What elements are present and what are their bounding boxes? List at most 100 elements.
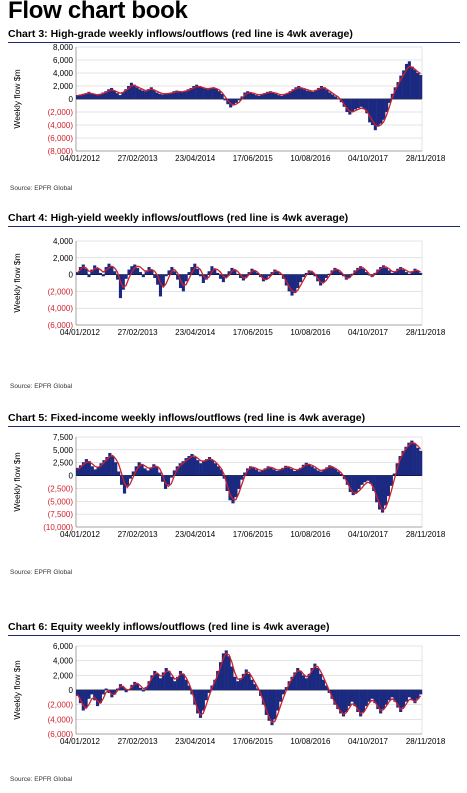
flow-bar bbox=[361, 268, 366, 275]
flow-bar bbox=[419, 690, 423, 695]
flow-bar bbox=[378, 475, 382, 510]
flow-bar bbox=[132, 84, 136, 99]
flow-bar bbox=[319, 274, 323, 286]
y-tick-label: 4,000 bbox=[53, 657, 74, 666]
flow-bar bbox=[419, 450, 423, 476]
flow-bar bbox=[231, 475, 235, 504]
flow-bar bbox=[381, 265, 386, 275]
flow-bar bbox=[128, 475, 132, 479]
flow-bar bbox=[176, 676, 180, 690]
flow-bar bbox=[169, 475, 174, 478]
flow-bar bbox=[290, 274, 294, 296]
flow-bar bbox=[305, 90, 309, 99]
flow-bar bbox=[250, 679, 254, 690]
flow-bar bbox=[118, 274, 123, 299]
flow-bar bbox=[178, 91, 182, 99]
flow-bar bbox=[87, 274, 91, 278]
flow-bar bbox=[310, 668, 314, 690]
x-tick-label: 04/10/2017 bbox=[348, 328, 389, 337]
flow-bar bbox=[236, 681, 240, 690]
flow-bar bbox=[237, 475, 241, 489]
flow-bar bbox=[260, 94, 264, 99]
flow-bar bbox=[113, 271, 117, 275]
flow-bar bbox=[399, 690, 403, 712]
flow-bar bbox=[201, 690, 205, 711]
x-tick-label: 23/04/2014 bbox=[175, 530, 216, 539]
chart3-panel: Chart 3: High-grade weekly inflows/outfl… bbox=[8, 28, 460, 176]
flow-bar bbox=[274, 93, 278, 99]
flow-bar bbox=[90, 93, 94, 99]
flow-bar bbox=[356, 267, 360, 275]
flow-bar bbox=[347, 274, 351, 278]
x-tick-label: 10/08/2016 bbox=[290, 154, 331, 163]
flow-bar bbox=[273, 690, 277, 720]
avg-line bbox=[77, 65, 421, 128]
flow-bar bbox=[316, 470, 320, 476]
flow-bar bbox=[124, 690, 128, 693]
flow-bar bbox=[181, 461, 185, 476]
flow-bar bbox=[287, 274, 291, 292]
flow-bar bbox=[114, 462, 118, 476]
flow-bar bbox=[402, 70, 406, 99]
chart4-panel: Chart 4: High-yield weekly inflows/outfl… bbox=[8, 212, 460, 360]
flow-bar bbox=[383, 475, 388, 506]
flow-bar bbox=[138, 687, 143, 690]
flow-bar bbox=[187, 272, 191, 275]
flow-bar bbox=[183, 90, 187, 99]
flow-bar bbox=[313, 468, 317, 476]
flow-bar bbox=[138, 89, 142, 99]
x-tick-label: 04/01/2012 bbox=[60, 328, 101, 337]
flow-bar bbox=[230, 666, 234, 690]
y-tick-label: (2,000) bbox=[48, 287, 74, 296]
y-tick-label: 4,000 bbox=[53, 237, 74, 246]
flow-bar bbox=[175, 90, 179, 99]
flow-bar bbox=[111, 456, 115, 476]
chart6-source: Source: EPFR Global bbox=[10, 776, 73, 783]
x-tick-label: 17/06/2015 bbox=[233, 737, 274, 746]
flow-bar bbox=[110, 266, 114, 275]
flow-bar bbox=[351, 475, 355, 496]
flow-bar bbox=[249, 92, 253, 99]
flow-bar bbox=[382, 99, 386, 120]
flow-bar bbox=[310, 466, 314, 476]
flow-bar bbox=[181, 274, 185, 292]
flow-bar bbox=[301, 274, 306, 278]
flow-bar bbox=[161, 475, 165, 482]
flow-bar bbox=[181, 673, 185, 690]
flow-bar bbox=[178, 463, 182, 476]
flow-bar bbox=[219, 469, 223, 476]
flow-bar bbox=[294, 87, 298, 99]
flow-bar bbox=[233, 269, 237, 275]
flow-bar bbox=[385, 99, 389, 112]
flow-bar bbox=[187, 685, 191, 690]
flow-bar bbox=[163, 93, 168, 99]
flow-bar bbox=[96, 467, 100, 476]
flow-bar bbox=[216, 466, 220, 476]
y-tick-label: 6,000 bbox=[53, 642, 74, 651]
flow-bar bbox=[307, 464, 311, 476]
y-tick-label: 8,000 bbox=[53, 43, 74, 52]
flow-bar bbox=[133, 681, 137, 690]
flow-bar bbox=[216, 272, 220, 275]
flow-bar bbox=[146, 89, 150, 99]
flow-bar bbox=[301, 675, 306, 690]
flow-bar bbox=[217, 91, 221, 99]
flow-bar bbox=[365, 99, 369, 114]
flow-bar bbox=[87, 690, 91, 699]
flow-bar bbox=[158, 678, 163, 690]
flow-bar bbox=[396, 268, 400, 275]
flow-bar bbox=[313, 663, 317, 690]
flow-bar bbox=[325, 89, 329, 99]
flow-bar bbox=[410, 271, 414, 275]
flow-bar bbox=[284, 274, 288, 286]
flow-bar bbox=[281, 467, 285, 476]
flow-bar bbox=[221, 274, 225, 283]
flow-bar bbox=[192, 86, 196, 99]
flow-bar bbox=[207, 690, 211, 693]
y-tick-label: (6,000) bbox=[48, 134, 74, 143]
flow-bar bbox=[266, 91, 270, 99]
x-tick-label: 17/06/2015 bbox=[233, 328, 274, 337]
flow-bar bbox=[390, 272, 394, 275]
y-axis-label: Weekly flow $m bbox=[12, 452, 22, 511]
flow-bar bbox=[413, 690, 417, 704]
